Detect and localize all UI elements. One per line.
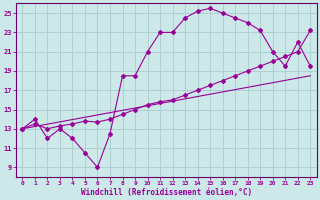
X-axis label: Windchill (Refroidissement éolien,°C): Windchill (Refroidissement éolien,°C) xyxy=(81,188,252,197)
